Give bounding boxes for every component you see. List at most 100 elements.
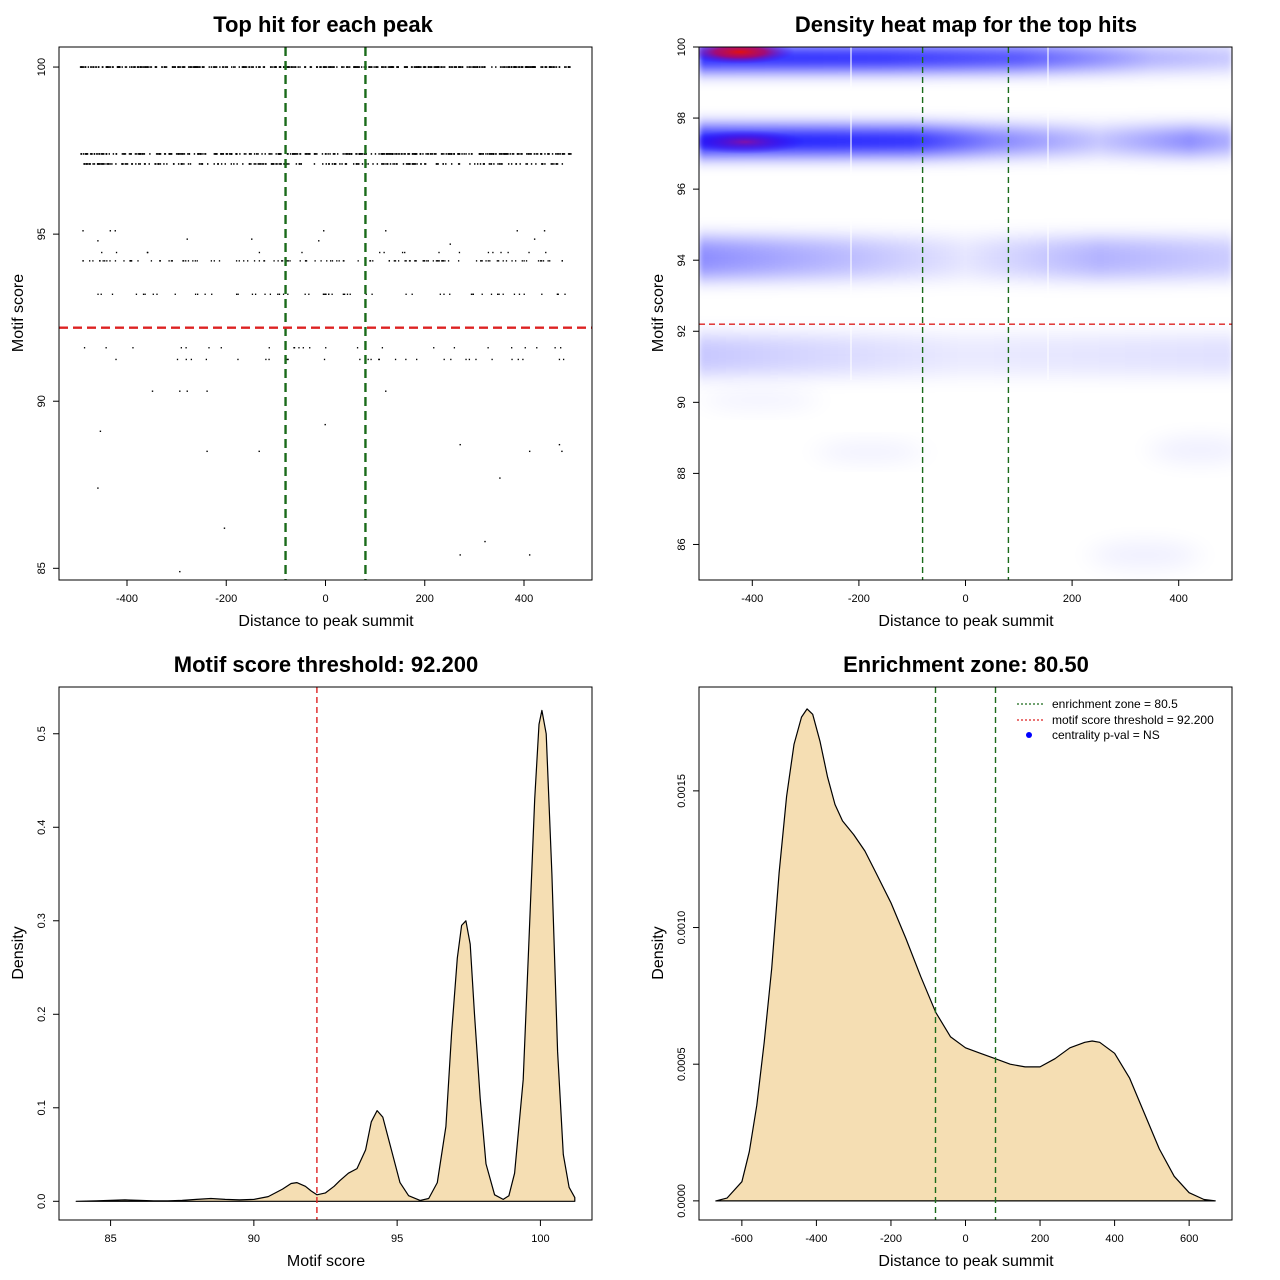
- scatter-point: [564, 293, 566, 295]
- scatter-point: [262, 163, 265, 165]
- scatter-point: [158, 153, 160, 155]
- scatter-point: [376, 66, 378, 68]
- scatter-point: [392, 66, 395, 68]
- scatter-point: [193, 66, 195, 68]
- scatter-point: [147, 251, 149, 254]
- scatter-point: [316, 153, 318, 155]
- scatter-point: [124, 153, 127, 155]
- scatter-point: [300, 163, 302, 165]
- scatter-point: [170, 153, 172, 155]
- scatter-point: [381, 66, 383, 68]
- scatter-point: [449, 243, 451, 245]
- panel-density-heatmap: Density heat map for the top hits -400 -2…: [650, 12, 1233, 630]
- scatter-point: [378, 358, 380, 361]
- scatter-point: [412, 163, 415, 165]
- scatter-point: [94, 66, 96, 68]
- scatter-point: [385, 390, 387, 392]
- scatter-point: [556, 293, 559, 295]
- scatter-point: [258, 260, 261, 262]
- scatter-point: [234, 66, 236, 68]
- scatter-point: [414, 260, 416, 262]
- scatter-point: [413, 163, 416, 165]
- scatter-point: [346, 293, 349, 295]
- scatter-point: [305, 260, 308, 262]
- scatter-point: [236, 163, 238, 165]
- scatter-point: [424, 163, 426, 165]
- scatter-point: [560, 347, 562, 349]
- scatter-point: [475, 66, 477, 68]
- scatter-point: [129, 260, 131, 262]
- scatter-point: [370, 358, 372, 361]
- scatter-point: [524, 347, 526, 349]
- scatter-point: [82, 260, 84, 262]
- scatter-point: [100, 153, 103, 155]
- scatter-point: [475, 260, 478, 262]
- scatter-point: [183, 66, 185, 68]
- scatter-point: [551, 163, 554, 165]
- scatter-point: [313, 163, 316, 165]
- scatter-point: [422, 260, 424, 262]
- x-tick-label: -400: [741, 593, 763, 605]
- scatter-point: [275, 153, 277, 155]
- scatter-point: [235, 260, 238, 262]
- scatter-point: [511, 260, 513, 262]
- scatter-point: [413, 66, 416, 68]
- scatter-point: [448, 66, 451, 68]
- scatter-point: [219, 66, 221, 68]
- scatter-point: [149, 66, 151, 68]
- scatter-point: [324, 423, 326, 426]
- scatter-point: [438, 251, 440, 254]
- scatter-point: [338, 260, 340, 262]
- scatter-point: [328, 293, 330, 295]
- scatter-point: [424, 163, 427, 165]
- scatter-point: [222, 153, 224, 155]
- scatter-point: [372, 163, 374, 165]
- scatter-point: [163, 153, 166, 155]
- scatter-point: [358, 66, 361, 68]
- scatter-point: [550, 66, 553, 68]
- scatter-point: [414, 66, 416, 68]
- scatter-point: [374, 153, 377, 155]
- scatter-point: [509, 153, 511, 155]
- scatter-point: [555, 66, 558, 68]
- scatter-point: [529, 66, 532, 68]
- scatter-point: [443, 66, 446, 68]
- scatter-point: [296, 153, 299, 155]
- scatter-point: [490, 153, 492, 155]
- scatter-point: [459, 443, 461, 446]
- scatter-point: [238, 66, 240, 68]
- scatter-point: [385, 153, 388, 155]
- scatter-point: [459, 66, 461, 68]
- scatter-point: [95, 66, 98, 68]
- scatter-point: [139, 163, 141, 165]
- scatter-point: [450, 66, 453, 68]
- scatter-point: [123, 153, 126, 155]
- scatter-point: [269, 293, 272, 295]
- scatter-point: [434, 153, 436, 155]
- scatter-point: [356, 66, 359, 68]
- scatter-point: [293, 347, 296, 349]
- scatter-point: [185, 347, 187, 349]
- scatter-point: [450, 358, 452, 361]
- scatter-point: [154, 163, 156, 165]
- scatter-point: [83, 347, 86, 349]
- scatter-point: [390, 66, 393, 68]
- scatter-point: [170, 260, 173, 262]
- heatmap-surface: [699, 47, 1232, 580]
- scatter-point: [443, 153, 445, 155]
- scatter-point: [388, 153, 390, 155]
- scatter-point: [491, 66, 493, 68]
- scatter-point: [379, 251, 381, 254]
- scatter-point: [221, 153, 223, 155]
- scatter-point: [130, 260, 133, 262]
- scatter-point: [367, 358, 369, 361]
- scatter-point: [394, 153, 396, 155]
- x-tick-label: 600: [1180, 1233, 1198, 1245]
- scatter-point: [414, 153, 416, 155]
- scatter-point: [305, 260, 307, 262]
- scatter-point: [336, 260, 338, 262]
- scatter-point: [145, 66, 147, 68]
- scatter-point: [385, 66, 387, 68]
- scatter-point: [468, 358, 471, 361]
- density-curve: [715, 708, 1216, 1202]
